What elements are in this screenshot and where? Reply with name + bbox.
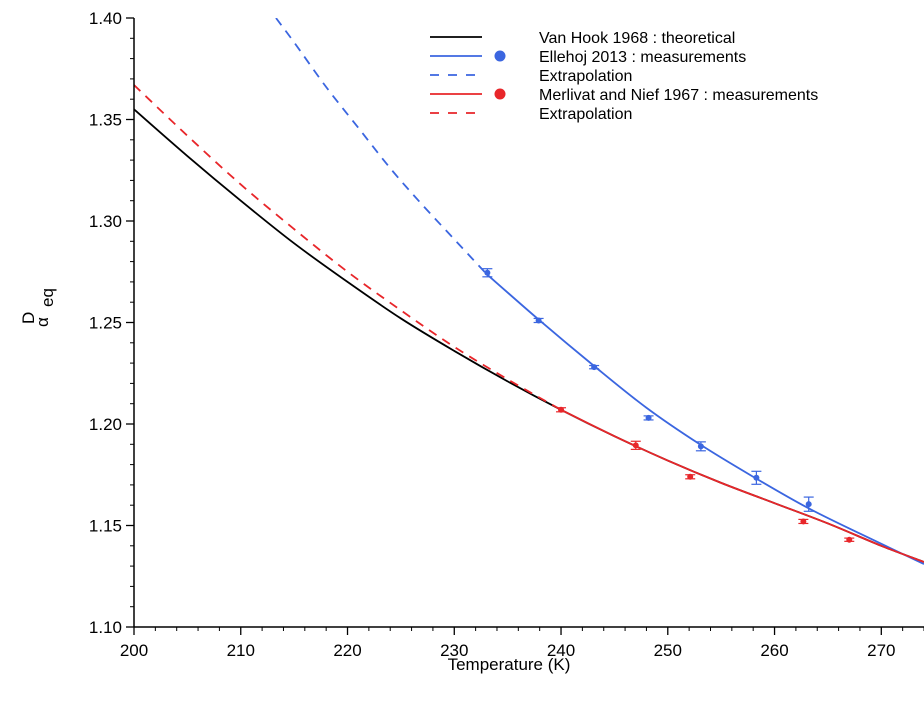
y-tick-label: 1.30 (89, 212, 122, 231)
series-line-van-hook-1968-theoretical (134, 108, 924, 563)
data-point-ellehoj-2013-measurements (533, 317, 544, 324)
y-tick-label: 1.35 (89, 111, 122, 130)
legend-label: Merlivat and Nief 1967 : measurements (539, 87, 818, 104)
legend-item-extrapolation-2: Extrapolation (430, 68, 632, 85)
axes: 200 210 220 230 240 250 260 270 1.10 1.15 1.20 1.25… (19, 9, 924, 674)
marker (697, 443, 704, 450)
x-tick-label: 250 (654, 641, 682, 660)
y-tick-label: 1.15 (89, 517, 122, 536)
x-axis-label: Temperature (K) (448, 655, 571, 674)
y-axis-label-sup: D (19, 312, 38, 324)
data-point-ellehoj-2013-measurements (751, 470, 762, 485)
marker (535, 317, 542, 324)
legend-swatch-marker (494, 50, 506, 62)
y-axis-label-main: α (33, 317, 52, 327)
legend: Van Hook 1968 : theoretical Ellehoj 2013 … (430, 30, 818, 123)
legend-label: Extrapolation (539, 68, 632, 85)
data-point-ellehoj-2013-measurements (643, 414, 654, 421)
marker (591, 364, 598, 371)
data-point-merlivat-and-nief-1967-measurements (844, 536, 855, 543)
x-tick-label: 260 (760, 641, 788, 660)
marker (687, 473, 694, 480)
data-point-ellehoj-2013-measurements (803, 496, 814, 512)
legend-item-van-hook-1968-theoretical-0: Van Hook 1968 : theoretical (430, 30, 735, 47)
data-point-merlivat-and-nief-1967-measurements (685, 473, 696, 480)
x-tick-label: 210 (227, 641, 255, 660)
legend-label: Extrapolation (539, 106, 632, 123)
marker (800, 518, 807, 525)
y-tick-label: 1.20 (89, 415, 122, 434)
marker (645, 414, 652, 421)
series-line-ellehoj-2013-extrapolation (275, 18, 487, 275)
data-point-merlivat-and-nief-1967-measurements (556, 406, 567, 413)
x-tick-label: 270 (867, 641, 895, 660)
data-point-merlivat-and-nief-1967-measurements (798, 518, 809, 525)
legend-item-ellehoj-2013-measurements-1: Ellehoj 2013 : measurements (430, 49, 746, 66)
y-tick-label: 1.25 (89, 314, 122, 333)
x-tick-label: 200 (120, 641, 148, 660)
data-point-ellehoj-2013-measurements (589, 364, 600, 371)
series-line-ellehoj-2013-fit (485, 273, 924, 565)
data-point-ellehoj-2013-measurements (482, 268, 493, 278)
series-line-merlivat-and-nief-1967-extrapolation (134, 84, 562, 411)
legend-item-extrapolation-4: Extrapolation (430, 106, 632, 123)
y-tick-label: 1.10 (89, 618, 122, 637)
marker (846, 536, 853, 543)
y-axis-label-sub: eq (38, 288, 57, 307)
series-line-merlivat-and-nief-1967-fit (560, 408, 924, 563)
y-tick-label: 1.40 (89, 9, 122, 28)
x-tick-label: 240 (547, 641, 575, 660)
marker (484, 269, 491, 276)
x-tick-label: 230 (440, 641, 468, 660)
legend-label: Van Hook 1968 : theoretical (539, 30, 735, 47)
marker (753, 474, 760, 481)
marker (632, 442, 639, 449)
marker (805, 501, 812, 508)
data-point-ellehoj-2013-measurements (695, 441, 706, 452)
legend-label: Ellehoj 2013 : measurements (539, 49, 746, 66)
x-tick-label: 220 (333, 641, 361, 660)
legend-item-merlivat-and-nief-1967-measurements-3: Merlivat and Nief 1967 : measurements (430, 87, 818, 104)
data-point-merlivat-and-nief-1967-measurements (630, 440, 641, 450)
marker (558, 406, 565, 413)
legend-swatch-marker (494, 88, 506, 100)
plot-area (134, 18, 924, 565)
